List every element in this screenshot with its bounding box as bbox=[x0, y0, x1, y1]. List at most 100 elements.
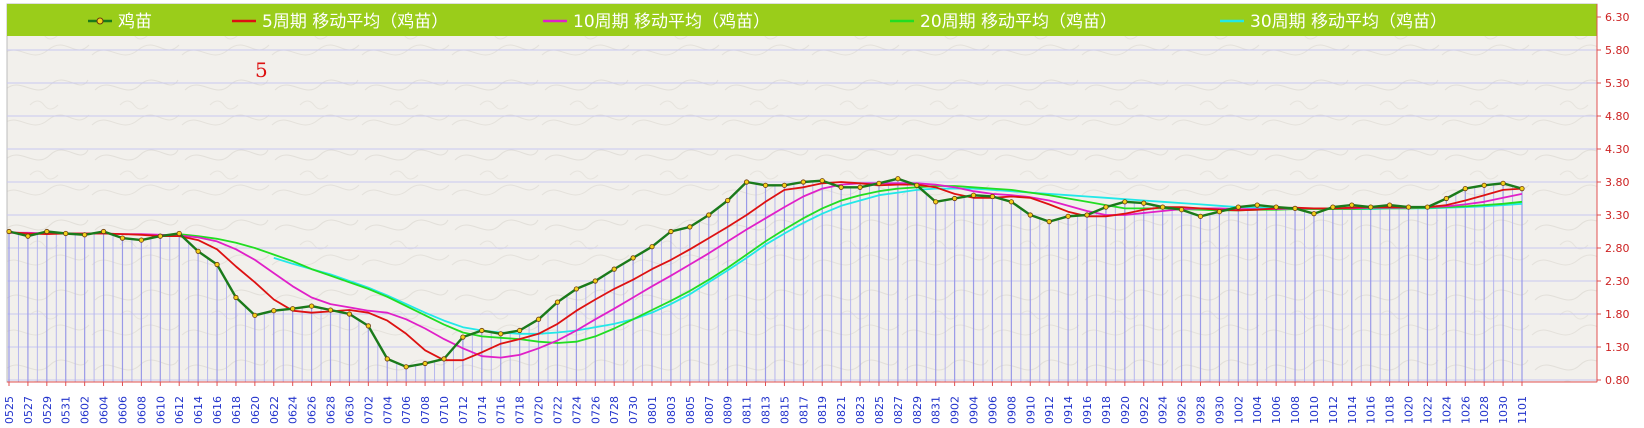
x-tick-label: 0813 bbox=[760, 396, 773, 424]
x-tick-label: 0914 bbox=[1062, 396, 1075, 424]
legend-band bbox=[7, 4, 1597, 36]
x-tick-label: 0807 bbox=[703, 396, 716, 424]
data-point bbox=[857, 184, 863, 190]
y-tick-label: 4.30 bbox=[1605, 143, 1630, 156]
x-tick-label: 1101 bbox=[1516, 396, 1529, 424]
data-point bbox=[82, 232, 88, 238]
x-tick-label: 0904 bbox=[968, 396, 981, 424]
data-point bbox=[1065, 213, 1071, 219]
x-tick-label: 0726 bbox=[589, 396, 602, 424]
x-tick-label: 0614 bbox=[192, 396, 205, 424]
data-point bbox=[1311, 211, 1317, 217]
data-point bbox=[1368, 204, 1374, 210]
data-point bbox=[1405, 204, 1412, 210]
x-tick-label: 1022 bbox=[1421, 396, 1434, 424]
x-tick-label: 1016 bbox=[1365, 396, 1378, 424]
data-point bbox=[611, 266, 617, 272]
x-tick-label: 0730 bbox=[627, 396, 640, 424]
x-tick-label: 0805 bbox=[684, 396, 697, 424]
x-tick-label: 0716 bbox=[495, 396, 508, 424]
legend-entry: 30周期 移动平均（鸡苗） bbox=[1250, 12, 1447, 32]
data-point bbox=[233, 294, 239, 301]
gridlines bbox=[7, 16, 1597, 381]
x-tick-label: 0710 bbox=[438, 396, 451, 424]
data-point bbox=[252, 312, 258, 318]
data-point bbox=[25, 233, 31, 239]
data-point bbox=[970, 192, 977, 198]
x-tick-label: 0620 bbox=[249, 396, 262, 424]
x-tick-label: 0811 bbox=[741, 396, 754, 424]
data-point bbox=[649, 244, 655, 250]
x-tick-label: 1012 bbox=[1327, 396, 1340, 424]
x-tick-label: 0912 bbox=[1043, 396, 1056, 424]
data-point bbox=[592, 278, 598, 284]
x-tick-label: 0525 bbox=[3, 396, 16, 424]
y-tick-label: 3.80 bbox=[1605, 176, 1630, 189]
data-point bbox=[1122, 199, 1128, 205]
data-point bbox=[668, 228, 674, 235]
y-axis-ticks: 0.80 1.30 1.80 2.30 2.80 3.30 3.80 4.30 4.80 5.30… bbox=[1597, 11, 1630, 387]
x-tick-label: 0529 bbox=[41, 396, 54, 424]
x-tick-label: 0906 bbox=[986, 396, 999, 424]
data-point bbox=[1235, 204, 1241, 210]
y-tick-label: 4.80 bbox=[1605, 110, 1630, 123]
data-point bbox=[554, 299, 561, 305]
data-point bbox=[1197, 213, 1204, 219]
data-point bbox=[895, 176, 901, 182]
x-tick-label: 0602 bbox=[79, 396, 92, 424]
x-tick-label: 0831 bbox=[930, 396, 943, 424]
data-point bbox=[290, 306, 296, 312]
x-tick-label: 0606 bbox=[116, 396, 129, 424]
data-point bbox=[800, 179, 806, 185]
x-tick-label: 0612 bbox=[173, 396, 186, 424]
y-tick-label: 5.30 bbox=[1605, 77, 1630, 90]
y-tick-label: 2.30 bbox=[1605, 275, 1630, 288]
series-line-1 bbox=[8, 181, 1523, 362]
data-point bbox=[6, 228, 12, 235]
x-tick-label: 0618 bbox=[230, 396, 243, 424]
x-tick-label: 0817 bbox=[797, 396, 810, 424]
data-point bbox=[1462, 186, 1468, 192]
x-tick-label: 1008 bbox=[1289, 396, 1302, 424]
data-point bbox=[1519, 186, 1525, 192]
y-tick-label: 6.30 bbox=[1605, 11, 1630, 24]
data-point bbox=[535, 316, 542, 322]
x-tick-label: 1014 bbox=[1346, 396, 1359, 424]
x-tick-label: 1026 bbox=[1459, 396, 1472, 424]
x-tick-label: 0718 bbox=[514, 396, 527, 424]
x-tick-label: 0926 bbox=[1176, 396, 1189, 424]
data-point bbox=[100, 228, 107, 235]
x-tick-label: 0724 bbox=[570, 396, 583, 424]
data-point bbox=[1027, 212, 1033, 218]
x-tick-label: 0829 bbox=[911, 396, 924, 424]
x-tick-label: 0910 bbox=[1024, 396, 1037, 424]
data-point bbox=[762, 182, 769, 188]
data-point bbox=[308, 303, 315, 309]
x-tick-label: 0922 bbox=[1138, 396, 1151, 424]
x-tick-label: 0722 bbox=[551, 396, 564, 424]
x-tick-label: 1024 bbox=[1440, 396, 1453, 424]
x-tick-label: 0815 bbox=[778, 396, 791, 424]
data-point bbox=[1330, 204, 1336, 210]
x-tick-label: 0702 bbox=[362, 396, 375, 424]
data-point bbox=[573, 286, 579, 292]
x-tick-label: 0714 bbox=[476, 396, 489, 424]
x-tick-label: 0821 bbox=[835, 396, 848, 424]
x-tick-label: 0809 bbox=[722, 396, 735, 424]
legend-marker bbox=[96, 17, 104, 25]
data-point bbox=[1178, 207, 1185, 213]
x-tick-label: 0531 bbox=[60, 396, 73, 424]
data-point bbox=[725, 197, 731, 204]
data-point bbox=[706, 212, 712, 218]
data-point bbox=[1273, 204, 1279, 210]
data-point bbox=[517, 327, 523, 334]
data-point bbox=[838, 184, 844, 190]
y-tick-label: 1.80 bbox=[1605, 308, 1630, 321]
data-point bbox=[1141, 200, 1147, 206]
x-tick-label: 0902 bbox=[949, 396, 962, 424]
x-tick-label: 1020 bbox=[1403, 396, 1416, 424]
x-tick-label: 0916 bbox=[1081, 396, 1094, 424]
data-point bbox=[195, 248, 201, 254]
x-tick-label: 0630 bbox=[343, 396, 356, 424]
data-point bbox=[479, 327, 485, 334]
